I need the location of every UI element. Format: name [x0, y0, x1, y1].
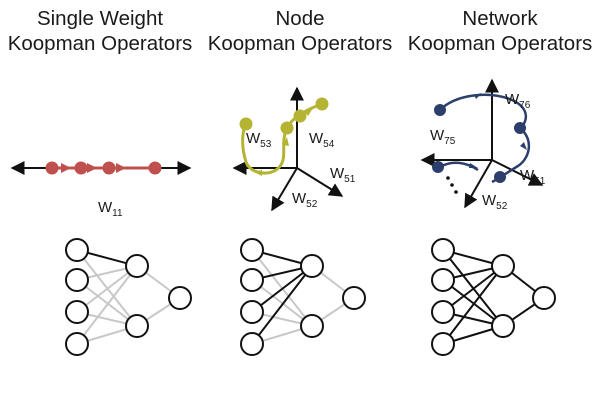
network-node [240, 268, 264, 292]
network-node [300, 254, 324, 278]
axis-label-w53: W53 [246, 130, 272, 150]
network-node [240, 238, 264, 262]
trajectory-arrow [254, 170, 262, 176]
trajectory-arrow [469, 163, 478, 168]
network-axes: W76 W75 W51 W52 [420, 78, 546, 212]
network-node [431, 300, 455, 324]
trajectory-point [280, 121, 294, 135]
title-line-2: Koopman Operators [407, 32, 593, 55]
axis-label-w11: W11 [98, 199, 123, 219]
network-node [491, 314, 515, 338]
trajectory-arrow [474, 93, 482, 99]
node-trajectory [241, 102, 323, 175]
title-node: Node Koopman Operators [200, 6, 400, 56]
axis-right [296, 167, 344, 197]
network-node [65, 300, 89, 324]
trajectory-point [148, 161, 162, 175]
trajectory-point [102, 161, 116, 175]
ellipsis-dot [450, 183, 454, 187]
axis-label-w51: W51 [330, 165, 356, 185]
trajectory-point [74, 161, 88, 175]
trajectory-arrow [61, 163, 71, 173]
ellipsis-dot [454, 190, 458, 194]
trajectory-arrow [116, 163, 126, 173]
network-edge [442, 279, 504, 327]
network-node [240, 300, 264, 324]
ellipsis-dot [446, 176, 450, 180]
trajectory-arrow [87, 163, 97, 173]
network-full [431, 238, 556, 356]
axis-label-w76: W76 [505, 91, 531, 111]
network-edge [251, 279, 313, 327]
network-edge [76, 279, 138, 327]
network-node [300, 314, 324, 338]
axis-label-w54: W54 [309, 130, 335, 150]
network-node [240, 332, 264, 356]
title-single-weight: Single Weight Koopman Operators [0, 6, 200, 56]
single-weight-axes: W11 [10, 161, 192, 219]
network-node [240, 238, 366, 356]
network-node [342, 286, 366, 310]
title-network: Network Koopman Operators [400, 6, 600, 56]
axis-down [464, 159, 493, 209]
network-node [168, 286, 192, 310]
network-edge [251, 265, 313, 313]
title-line-1: Network [462, 7, 538, 30]
trajectory-point [239, 117, 253, 131]
network-node [65, 238, 89, 262]
network-node [431, 268, 455, 292]
trajectory-point [293, 109, 307, 123]
network-node [125, 254, 149, 278]
network-node [491, 254, 515, 278]
trajectory-arrow [520, 142, 527, 150]
axis-right [491, 159, 544, 186]
trajectory-arrow [305, 108, 313, 116]
network-edge [76, 265, 138, 345]
network-edge [442, 265, 504, 313]
trajectory-point [434, 104, 446, 116]
network-edge [442, 265, 504, 345]
title-line-1: Single Weight [36, 7, 164, 30]
title-line-1: Node [275, 7, 325, 30]
title-line-2: Koopman Operators [207, 32, 393, 55]
trajectory-point [494, 171, 506, 183]
axis-label-w52: W52 [292, 190, 318, 210]
trajectory-point [45, 161, 59, 175]
axis-label-w51: W51 [520, 167, 546, 187]
trajectory-point [432, 161, 444, 173]
trajectory-point [315, 97, 329, 111]
node-axes: W53 W54 W51 W52 [232, 86, 356, 212]
trajectory-point [514, 122, 526, 134]
network-edge [76, 265, 138, 313]
network-node [65, 332, 89, 356]
network-single-weight [65, 238, 192, 356]
neural-networks [65, 238, 556, 356]
axis-down [271, 167, 298, 212]
network-node [125, 314, 149, 338]
axis-label-w52: W52 [482, 192, 508, 212]
network-edge [251, 265, 313, 345]
axis-label-w75: W75 [430, 127, 456, 147]
title-line-2: Koopman Operators [7, 32, 193, 55]
network-node [65, 268, 89, 292]
trajectory-arrow [283, 137, 289, 146]
network-node [431, 238, 455, 262]
network-node [532, 286, 556, 310]
network-node [431, 332, 455, 356]
